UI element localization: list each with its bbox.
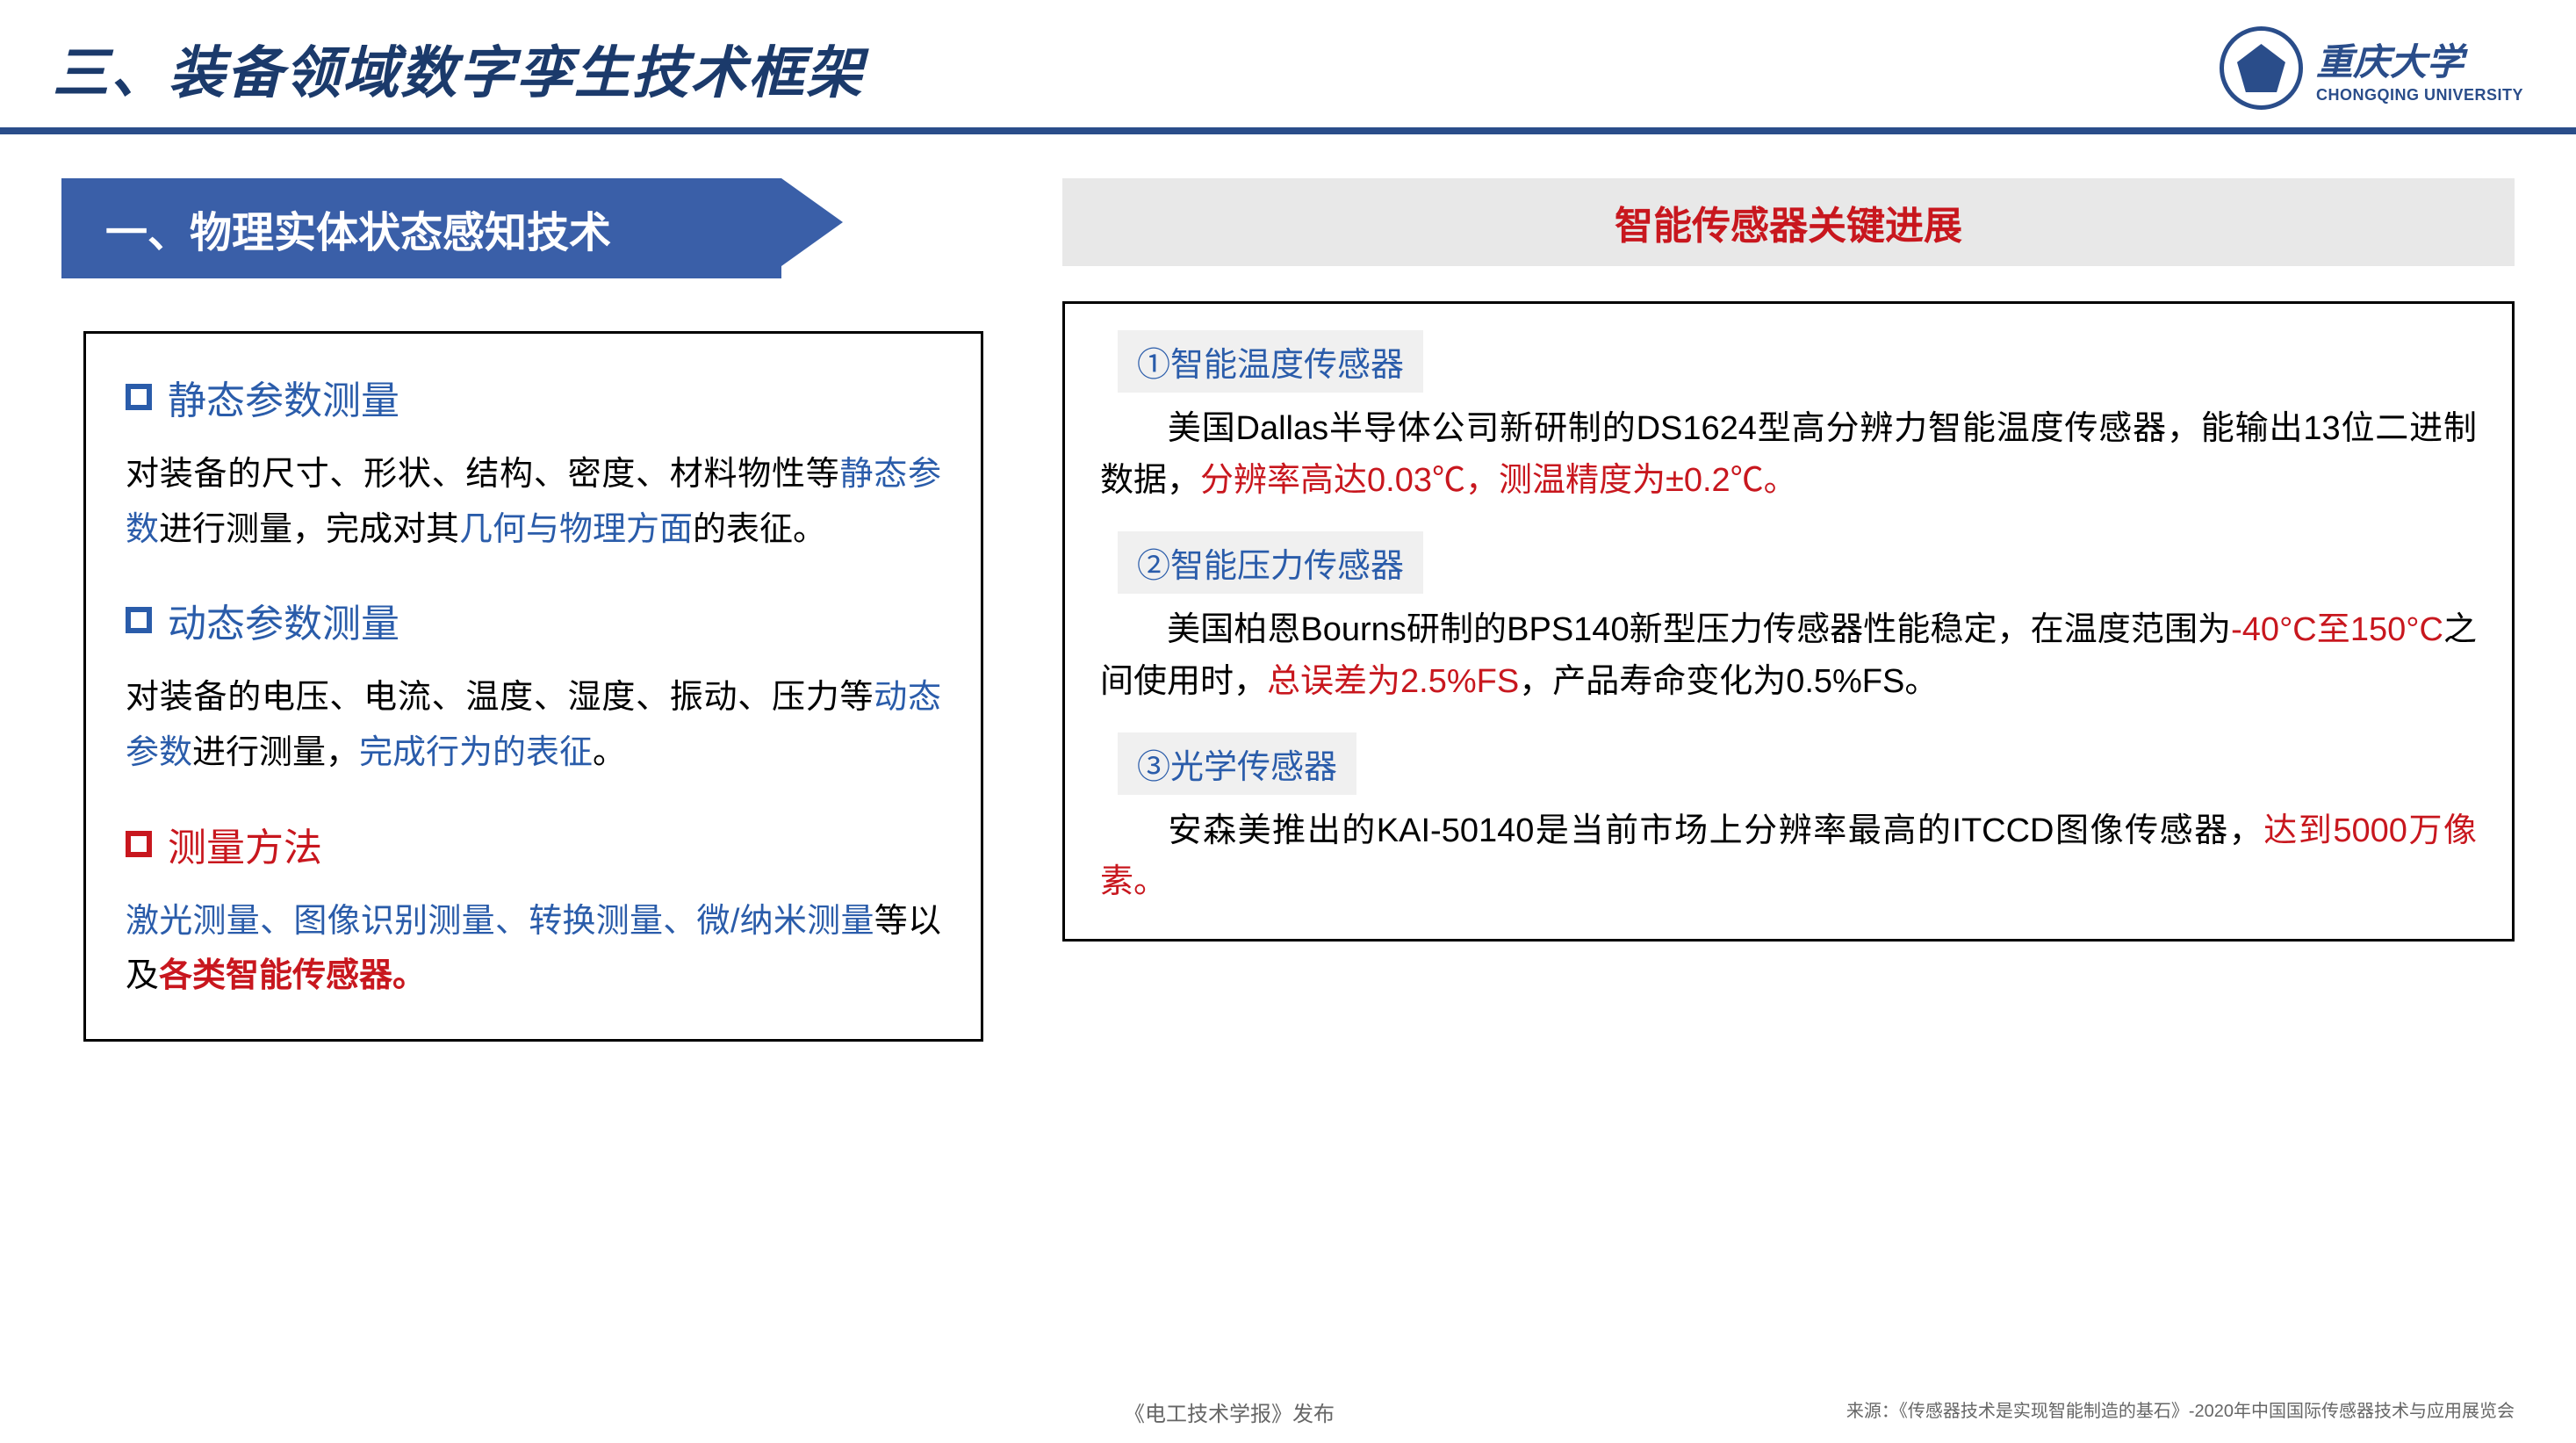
logo-english: CHONGQING UNIVERSITY [2316,86,2523,105]
sensor-desc-1: 美国Dallas半导体公司新研制的DS1624型高分辨力智能温度传感器，能输出1… [1100,403,2477,507]
section-head-dynamic: 动态参数测量 [126,592,941,648]
content-area: 一、物理实体状态感知技术 静态参数测量 对装备的尺寸、形状、结构、密度、材料物性… [0,178,2576,1042]
section-head-static: 静态参数测量 [126,369,941,425]
sensor-desc-3: 安森美推出的KAI-50140是当前市场上分辨率最高的ITCCD图像传感器，达到… [1100,805,2477,909]
left-panel: 静态参数测量 对装备的尺寸、形状、结构、密度、材料物性等静态参数进行测量，完成对… [83,331,983,1042]
right-panel-header: 智能传感器关键进展 [1062,178,2515,266]
para-method: 激光测量、图像识别测量、转换测量、微/纳米测量等以及各类智能传感器。 [126,894,941,1004]
para-dynamic: 对装备的电压、电流、温度、湿度、振动、压力等动态参数进行测量，完成行为的表征。 [126,670,941,780]
sensor-label-2: ②智能压力传感器 [1118,531,1423,594]
section-title: 动态参数测量 [168,592,399,648]
square-bullet-icon [126,607,152,633]
section-head-method: 测量方法 [126,816,941,872]
section-banner: 一、物理实体状态感知技术 [61,178,781,278]
logo-emblem-icon [2220,26,2303,110]
left-column: 一、物理实体状态感知技术 静态参数测量 对装备的尺寸、形状、结构、密度、材料物性… [61,178,983,1042]
section-title: 测量方法 [168,816,322,872]
footer-source: 来源：《传感器技术是实现智能制造的基石》-2020年中国国际传感器技术与应用展览… [1846,1396,2515,1427]
header-divider [0,127,2576,134]
square-bullet-icon [126,384,152,410]
logo-chinese: 重庆大学 [2316,32,2523,86]
slide-footer: 《电工技术学报》发布 来源：《传感器技术是实现智能制造的基石》-2020年中国国… [0,1396,2576,1427]
university-logo: 重庆大学 CHONGQING UNIVERSITY [2220,26,2523,110]
footer-publisher: 《电工技术学报》发布 [1124,1396,1335,1427]
main-title: 三、装备领域数字孪生技术框架 [53,28,864,109]
para-static: 对装备的尺寸、形状、结构、密度、材料物性等静态参数进行测量，完成对其几何与物理方… [126,447,941,557]
sensor-label-3: ③光学传感器 [1118,732,1356,795]
square-bullet-icon [126,831,152,857]
right-column: 智能传感器关键进展 ①智能温度传感器 美国Dallas半导体公司新研制的DS16… [1062,178,2515,1042]
logo-text: 重庆大学 CHONGQING UNIVERSITY [2316,32,2523,105]
section-title: 静态参数测量 [168,369,399,425]
sensor-desc-2: 美国柏恩Bourns研制的BPS140新型压力传感器性能稳定，在温度范围为-40… [1100,604,2477,708]
slide-header: 三、装备领域数字孪生技术框架 重庆大学 CHONGQING UNIVERSITY [0,0,2576,127]
right-panel: ①智能温度传感器 美国Dallas半导体公司新研制的DS1624型高分辨力智能温… [1062,301,2515,942]
sensor-label-1: ①智能温度传感器 [1118,330,1423,393]
